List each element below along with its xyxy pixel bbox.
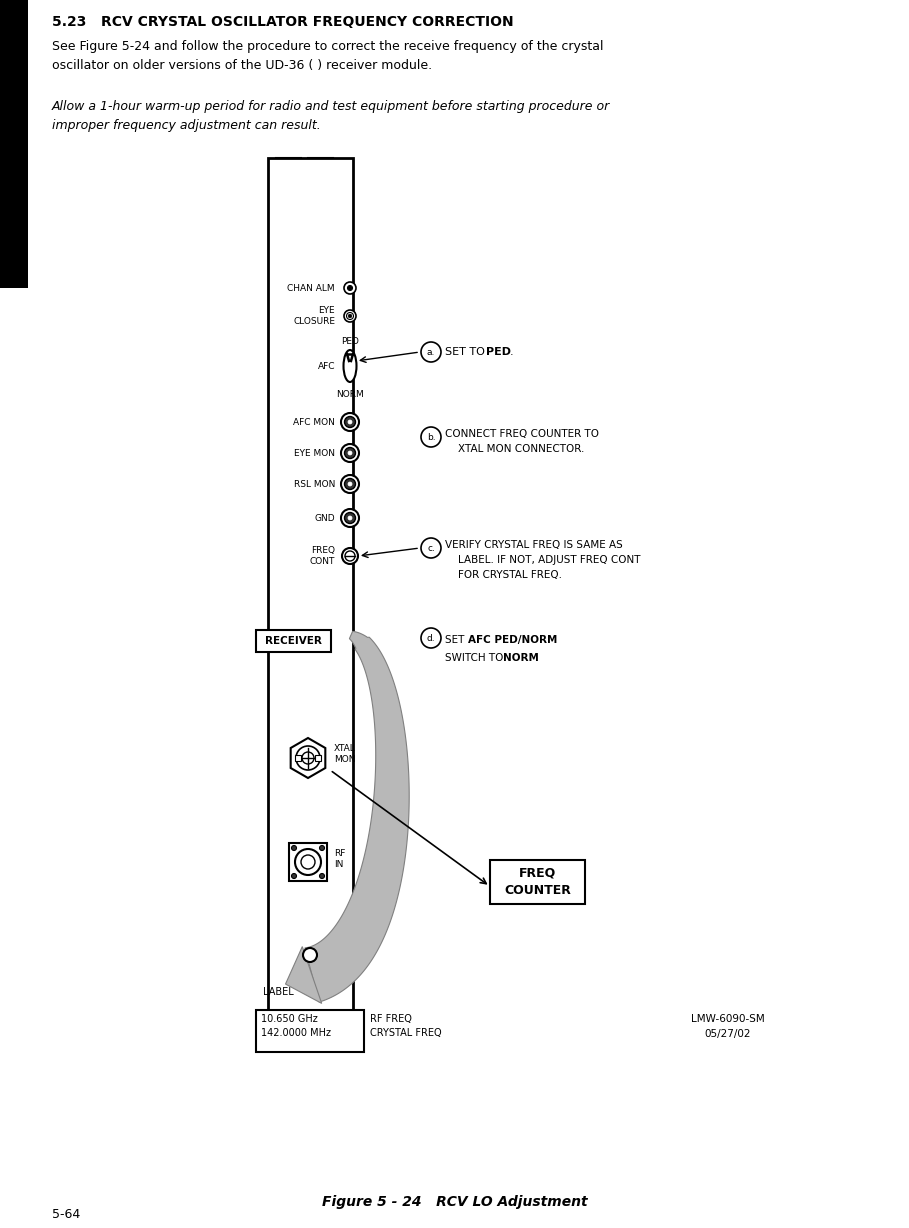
Bar — [490, 860, 585, 904]
Circle shape — [292, 873, 296, 878]
Text: a.: a. — [427, 348, 435, 356]
Polygon shape — [291, 738, 325, 779]
Bar — [256, 630, 331, 652]
Text: CONNECT FREQ COUNTER TO
    XTAL MON CONNECTOR.: CONNECT FREQ COUNTER TO XTAL MON CONNECT… — [445, 429, 599, 454]
Text: FREQ
COUNTER: FREQ COUNTER — [504, 867, 571, 896]
Text: 5.23   RCV CRYSTAL OSCILLATOR FREQUENCY CORRECTION: 5.23 RCV CRYSTAL OSCILLATOR FREQUENCY CO… — [52, 15, 514, 29]
Text: See Figure 5-24 and follow the procedure to correct the receive frequency of the: See Figure 5-24 and follow the procedure… — [52, 41, 604, 71]
Circle shape — [341, 413, 359, 431]
Circle shape — [292, 846, 296, 851]
Circle shape — [301, 855, 315, 869]
Circle shape — [342, 548, 358, 564]
Circle shape — [345, 416, 355, 427]
Text: SWITCH TO: SWITCH TO — [445, 653, 506, 663]
Text: .: . — [510, 348, 514, 357]
Text: AFC MON: AFC MON — [293, 418, 335, 426]
Text: CHAN ALM: CHAN ALM — [287, 284, 335, 292]
Bar — [308, 158, 333, 233]
Circle shape — [345, 512, 355, 523]
Text: d.: d. — [426, 634, 435, 642]
Circle shape — [341, 475, 359, 492]
Circle shape — [421, 343, 441, 362]
Polygon shape — [285, 947, 322, 1003]
Text: EYE MON: EYE MON — [294, 448, 335, 458]
Text: FREQ
CONT: FREQ CONT — [310, 546, 335, 566]
Bar — [295, 755, 301, 761]
Circle shape — [296, 745, 320, 770]
Circle shape — [344, 309, 356, 322]
Polygon shape — [305, 631, 409, 1002]
Circle shape — [421, 538, 441, 558]
Circle shape — [348, 314, 352, 318]
Circle shape — [345, 479, 355, 490]
Circle shape — [345, 447, 355, 458]
Text: PED: PED — [486, 348, 511, 357]
Text: NORM: NORM — [503, 653, 539, 663]
Text: LMW-6090-SM
05/27/02: LMW-6090-SM 05/27/02 — [691, 1014, 764, 1039]
Circle shape — [348, 516, 352, 519]
Text: EYE
CLOSURE: EYE CLOSURE — [293, 306, 335, 325]
Text: RF FREQ
CRYSTAL FREQ: RF FREQ CRYSTAL FREQ — [370, 1014, 442, 1039]
Bar — [315, 755, 321, 761]
Circle shape — [302, 752, 314, 764]
Bar — [289, 842, 327, 880]
Circle shape — [346, 312, 354, 319]
Text: AFC PED/NORM: AFC PED/NORM — [468, 635, 557, 645]
Circle shape — [347, 285, 353, 291]
Circle shape — [319, 846, 325, 851]
Text: 10.650 GHz
142.0000 MHz: 10.650 GHz 142.0000 MHz — [261, 1014, 331, 1039]
Text: b.: b. — [426, 432, 435, 442]
Circle shape — [319, 873, 325, 878]
Bar — [276, 158, 301, 233]
Text: RF
IN: RF IN — [334, 850, 345, 868]
Text: RECEIVER: RECEIVER — [265, 636, 322, 646]
Text: GND: GND — [315, 513, 335, 522]
Circle shape — [344, 282, 356, 293]
Bar — [0, 0, 28, 289]
Circle shape — [303, 948, 317, 962]
Text: Allow a 1-hour warm-up period for radio and test equipment before starting proce: Allow a 1-hour warm-up period for radio … — [52, 99, 610, 131]
Circle shape — [348, 451, 352, 456]
Text: RSL MON: RSL MON — [294, 479, 335, 489]
Circle shape — [295, 849, 321, 876]
Text: .: . — [535, 653, 538, 663]
Circle shape — [348, 420, 352, 424]
Text: PED: PED — [341, 336, 359, 345]
Circle shape — [421, 628, 441, 648]
Circle shape — [421, 427, 441, 447]
Bar — [256, 1009, 364, 1052]
Bar — [268, 158, 353, 1009]
Text: 5-64: 5-64 — [52, 1208, 80, 1222]
Text: AFC: AFC — [317, 361, 335, 371]
Circle shape — [341, 508, 359, 527]
Circle shape — [348, 483, 352, 486]
Circle shape — [345, 551, 355, 561]
Text: c.: c. — [427, 544, 435, 553]
Text: SET: SET — [445, 635, 467, 645]
Circle shape — [341, 445, 359, 462]
Text: VERIFY CRYSTAL FREQ IS SAME AS
    LABEL. IF NOT, ADJUST FREQ CONT
    FOR CRYST: VERIFY CRYSTAL FREQ IS SAME AS LABEL. IF… — [445, 540, 641, 580]
Text: NORM: NORM — [336, 389, 364, 399]
Text: SET TO: SET TO — [445, 348, 488, 357]
Ellipse shape — [344, 350, 356, 382]
Text: Figure 5 - 24   RCV LO Adjustment: Figure 5 - 24 RCV LO Adjustment — [322, 1195, 587, 1210]
Text: XTAL
MON: XTAL MON — [334, 744, 355, 764]
Text: LABEL: LABEL — [263, 987, 294, 997]
